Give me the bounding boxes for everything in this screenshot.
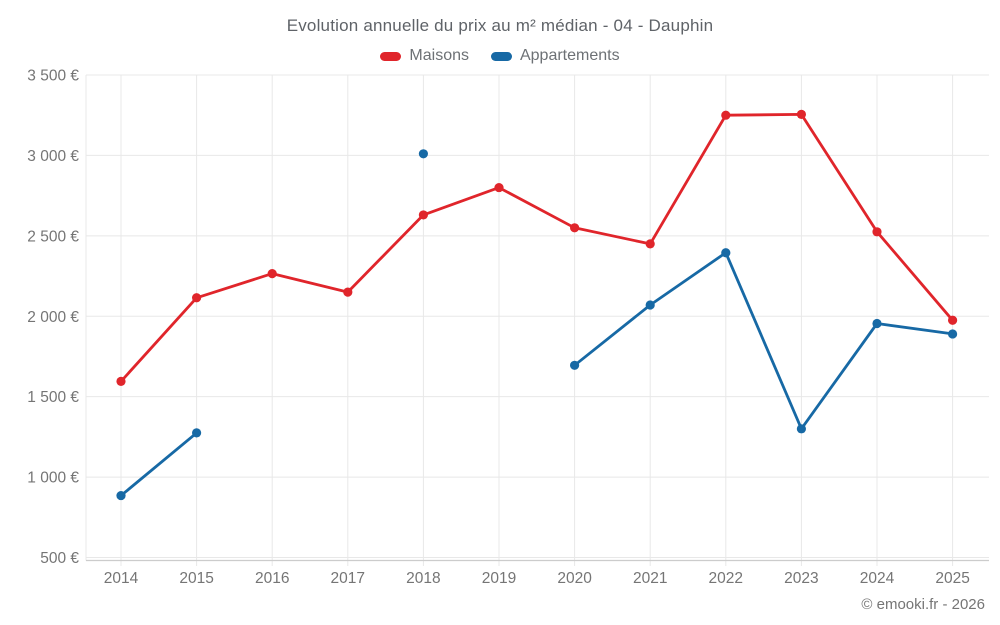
x-tick-label: 2015 xyxy=(179,570,213,587)
y-tick-label: 3 500 € xyxy=(27,68,79,85)
point-maisons-2020[interactable] xyxy=(570,223,580,233)
point-appartements-2022[interactable] xyxy=(721,248,731,258)
point-maisons-2017[interactable] xyxy=(343,287,353,297)
point-maisons-2019[interactable] xyxy=(494,182,504,193)
legend-item-appartements[interactable]: Appartements xyxy=(490,47,620,65)
point-appartements-2015[interactable] xyxy=(192,428,202,438)
point-maisons-2016[interactable] xyxy=(267,269,277,279)
maisons-legend-label: Maisons xyxy=(409,47,469,64)
y-tick-label: 2 000 € xyxy=(27,309,79,326)
chart-title: Evolution annuelle du prix au m² médian … xyxy=(286,16,714,35)
appartements-legend-label: Appartements xyxy=(519,47,620,64)
x-tick-label: 2016 xyxy=(255,570,289,587)
copyright-text: © emooki.fr - 2026 xyxy=(861,596,985,613)
series-appartements-line xyxy=(119,251,954,497)
point-maisons-2024[interactable] xyxy=(872,227,882,237)
point-maisons-2023[interactable] xyxy=(796,109,807,120)
point-maisons-2025[interactable] xyxy=(948,315,958,325)
x-tick-label: 2017 xyxy=(331,570,365,587)
point-appartements-2018[interactable] xyxy=(418,149,428,159)
point-maisons-2015[interactable] xyxy=(192,293,202,303)
y-tick-label: 1 000 € xyxy=(27,470,79,487)
point-appartements-2024[interactable] xyxy=(872,318,882,329)
x-tick-label: 2020 xyxy=(557,570,592,587)
x-tick-label: 2023 xyxy=(784,570,818,587)
series-maisons-line xyxy=(119,113,954,383)
maisons-legend-marker-icon xyxy=(380,51,402,61)
point-maisons-2018[interactable] xyxy=(418,210,428,220)
legend-item-maisons[interactable]: Maisons xyxy=(380,47,469,65)
point-appartements-2021[interactable] xyxy=(645,300,655,310)
x-tick-label: 2025 xyxy=(935,570,969,587)
point-appartements-2023[interactable] xyxy=(796,424,807,434)
x-tick-label: 2019 xyxy=(482,570,516,587)
point-appartements-2020[interactable] xyxy=(570,360,580,370)
point-maisons-2014[interactable] xyxy=(116,376,126,386)
x-tick-label: 2014 xyxy=(104,570,139,587)
y-tick-label: 2 500 € xyxy=(27,228,79,245)
y-tick-label: 500 € xyxy=(40,550,79,567)
x-tick-label: 2024 xyxy=(860,570,895,587)
point-appartements-2025[interactable] xyxy=(948,329,958,339)
x-tick-label: 2022 xyxy=(709,570,743,587)
point-maisons-2021[interactable] xyxy=(645,239,655,249)
chart-legend: Maisons Appartements xyxy=(0,44,1000,68)
x-tick-label: 2018 xyxy=(406,570,440,587)
y-tick-label: 1 500 € xyxy=(27,389,79,406)
appartements-legend-marker-icon xyxy=(490,51,512,61)
point-appartements-2014[interactable] xyxy=(116,490,126,501)
point-maisons-2022[interactable] xyxy=(721,110,731,120)
y-tick-label: 3 000 € xyxy=(27,148,79,165)
x-tick-label: 2021 xyxy=(633,570,667,587)
